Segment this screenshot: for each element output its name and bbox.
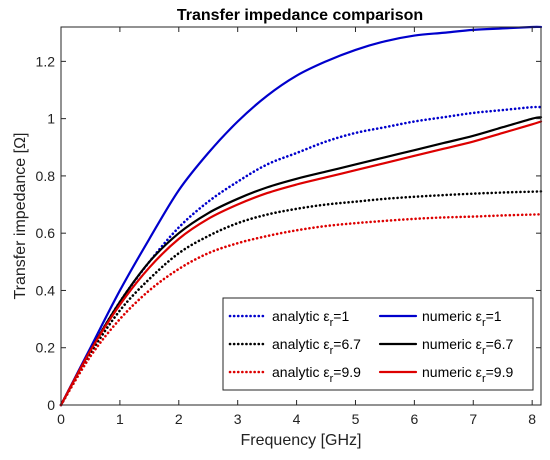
x-tick-label: 8	[528, 411, 536, 427]
x-tick-label: 4	[293, 411, 301, 427]
x-tick-label: 0	[57, 411, 65, 427]
series-line-3	[59, 212, 543, 407]
y-tick-label: 0.2	[36, 340, 56, 356]
y-tick-label: 0	[47, 397, 55, 413]
chart-title: Transfer impedance comparison	[177, 7, 423, 24]
legend-items: analytic εr=1 analytic εr=6.7 analytic εr=…	[228, 308, 513, 385]
x-tick-label: 5	[352, 411, 360, 427]
series-line-5	[59, 116, 543, 407]
series-line-6	[59, 120, 543, 407]
legend: analytic εr=1 analytic εr=6.7 analytic εr=…	[222, 297, 534, 391]
plot-area-frame	[60, 26, 542, 406]
legend-label-3: analytic εr=9.9	[272, 364, 361, 385]
y-tick-label: 0.6	[36, 225, 56, 241]
legend-label-6: numeric εr=9.9	[422, 364, 513, 385]
plot-layer	[59, 25, 543, 407]
y-tick-label: 1	[47, 111, 55, 127]
legend-label-5: numeric εr=6.7	[422, 336, 513, 357]
series-line-2	[59, 190, 543, 407]
x-tick-label: 2	[175, 411, 183, 427]
legend-label-1: analytic εr=1	[272, 308, 349, 329]
x-tick-label: 7	[469, 411, 477, 427]
x-tick-label: 3	[234, 411, 242, 427]
legend-label-2: analytic εr=6.7	[272, 336, 361, 357]
y-tick-label: 0.4	[36, 282, 56, 298]
series-line-4	[59, 25, 543, 407]
legend-label-4: numeric εr=1	[422, 308, 502, 329]
x-tick-label: 1	[116, 411, 124, 427]
x-tick-label: 6	[410, 411, 418, 427]
x-axis-ticks: 0 1 2 3 4 5 6 7 8	[57, 27, 536, 427]
y-tick-label: 1.2	[36, 53, 56, 69]
legend-box	[222, 297, 534, 391]
y-tick-label: 0.8	[36, 168, 56, 184]
y-axis-label: Transfer impedance [Ω]	[12, 133, 29, 300]
x-axis-label: Frequency [GHz]	[241, 432, 362, 449]
y-axis-ticks: 0 0.2 0.4 0.6 0.8 1 1.2	[36, 53, 541, 413]
